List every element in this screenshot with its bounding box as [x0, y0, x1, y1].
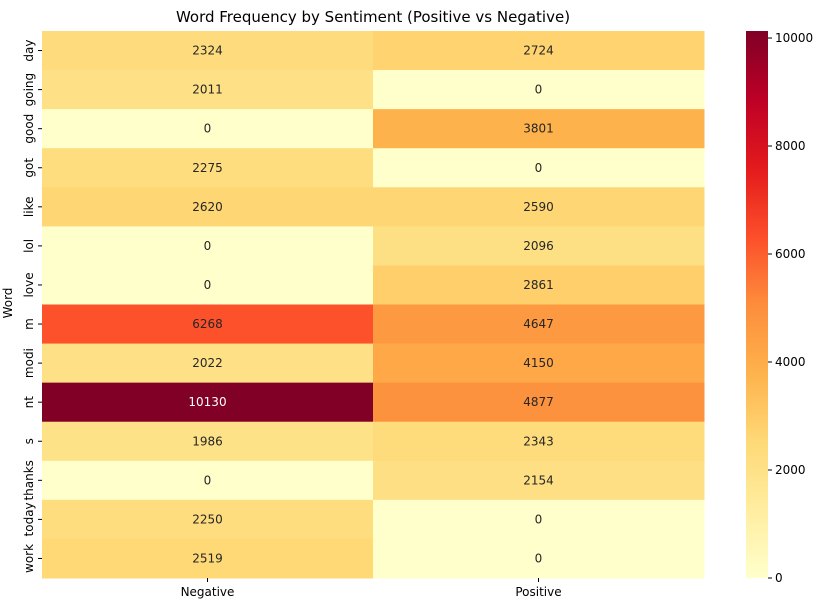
cell-value-label: 2324: [192, 44, 223, 58]
y-axis-label: Word: [1, 288, 15, 319]
heatmap-cell: [42, 109, 374, 149]
colorbar-tick-label: 10000: [775, 31, 813, 45]
heatmap-cell: [42, 187, 374, 227]
y-tick-label: modi: [22, 348, 36, 378]
cell-value-label: 2154: [523, 473, 554, 487]
cell-value-label: 1986: [192, 434, 223, 448]
colorbar-tick-label: 8000: [775, 139, 806, 153]
cell-value-label: 0: [535, 161, 543, 175]
heatmap-cell: [42, 226, 374, 266]
heatmap-cells: 2324 2724 2011 0 0 3801 2275 0 2620 2590 0 2096 0 286…: [42, 31, 705, 579]
colorbar-tick-label: 6000: [775, 247, 806, 261]
cell-value-label: 2724: [523, 44, 554, 58]
cell-value-label: 2343: [523, 434, 554, 448]
cell-value-label: 0: [204, 239, 212, 253]
cell-value-label: 3801: [523, 122, 554, 136]
cell-value-label: 4647: [523, 317, 554, 331]
y-tick-label: m: [22, 318, 36, 330]
y-tick-label: got: [22, 158, 36, 178]
heatmap-cell: [373, 421, 705, 462]
y-tick-label: like: [22, 197, 36, 218]
y-tick-label: day: [22, 39, 36, 61]
heatmap-cell: [373, 499, 705, 540]
cell-value-label: 0: [535, 551, 543, 565]
cell-value-label: 2590: [523, 200, 554, 214]
chart-title: Word Frequency by Sentiment (Positive vs…: [176, 8, 570, 26]
colorbar-tick-label: 4000: [775, 355, 806, 369]
y-tick-label: love: [22, 272, 36, 297]
y-tick-label: thanks: [22, 460, 36, 500]
cell-value-label: 6268: [192, 317, 223, 331]
cell-value-label: 2519: [192, 551, 223, 565]
colorbar-tick-label: 2000: [775, 463, 806, 477]
heatmap-cell: [373, 304, 705, 345]
heatmap-cell: [373, 343, 705, 384]
heatmap-cell: [373, 70, 705, 110]
cell-value-label: 0: [535, 83, 543, 97]
colorbar-tick-label: 0: [775, 571, 783, 585]
cell-value-label: 0: [204, 278, 212, 292]
heatmap-cell: [373, 187, 705, 227]
cell-value-label: 2275: [192, 161, 223, 175]
y-tick-label: s: [22, 438, 36, 444]
cell-value-label: 2620: [192, 200, 223, 214]
y-tick-label: work: [22, 544, 36, 573]
cell-value-label: 0: [204, 473, 212, 487]
heatmap-cell: [373, 460, 705, 501]
cell-value-label: 2011: [192, 83, 223, 97]
y-tick-label: going: [22, 73, 36, 107]
heatmap-cell: [373, 226, 705, 266]
colorbar: [746, 31, 768, 578]
heatmap-cell: [373, 31, 705, 71]
y-tick-label: good: [22, 114, 36, 144]
heatmap-cell: [42, 343, 374, 384]
cell-value-label: 2022: [192, 356, 223, 370]
heatmap-cell: [373, 538, 705, 579]
cell-value-label: 2096: [523, 239, 554, 253]
heatmap-cell: [42, 538, 374, 579]
cell-value-label: 4150: [523, 356, 554, 370]
colorbar-ticks: 0 2000 4000 6000 8000 10000: [768, 31, 813, 585]
heatmap-cell: [373, 265, 705, 305]
y-tick-labels: day going good got like lol love m modi nt s thanks…: [22, 39, 42, 573]
cell-value-label: 2861: [523, 278, 554, 292]
cell-value-label: 2250: [192, 512, 223, 526]
cell-value-label: 10130: [188, 395, 226, 409]
heatmap-cell: [42, 421, 374, 462]
heatmap-cell: [42, 148, 374, 188]
cell-value-label: 0: [535, 512, 543, 526]
heatmap-cell: [42, 70, 374, 110]
heatmap-cell: [373, 148, 705, 188]
heatmap-cell: [42, 382, 374, 423]
x-tick-label: Positive: [515, 585, 561, 599]
cell-value-label: 4877: [523, 395, 554, 409]
x-tick-labels: Negative Positive: [181, 578, 562, 599]
heatmap-cell: [42, 31, 374, 71]
cell-value-label: 0: [204, 122, 212, 136]
x-tick-label: Negative: [181, 585, 235, 599]
heatmap-cell: [373, 382, 705, 423]
heatmap-cell: [373, 109, 705, 149]
heatmap-cell: [42, 460, 374, 501]
heatmap-cell: [42, 304, 374, 345]
heatmap-cell: [42, 265, 374, 305]
y-tick-label: today: [22, 502, 36, 536]
heatmap-cell: [42, 499, 374, 540]
y-tick-label: nt: [22, 396, 36, 409]
y-tick-label: lol: [22, 239, 36, 253]
